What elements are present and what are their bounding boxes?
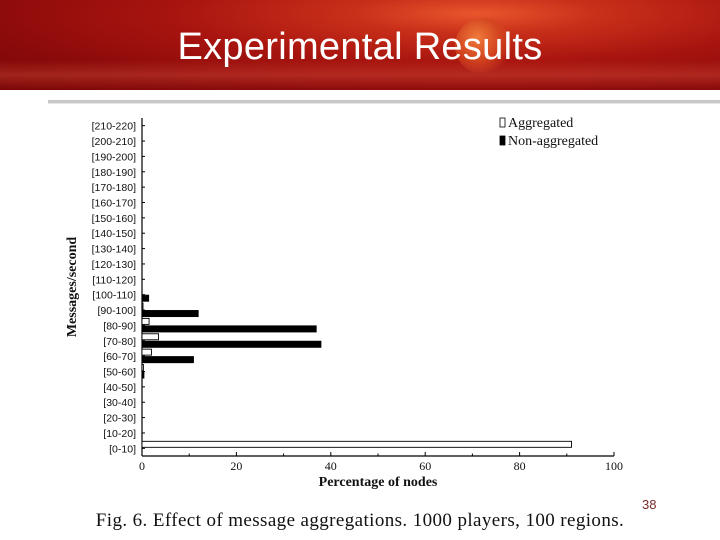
x-tick-label: 20 bbox=[230, 459, 242, 473]
legend-label-aggregated: Aggregated bbox=[508, 116, 573, 131]
bar-non-aggregated bbox=[142, 325, 317, 333]
y-tick-label: [120-130] bbox=[92, 259, 136, 271]
y-axis-label: Messages/second bbox=[65, 237, 80, 338]
slide-header: Experimental Results bbox=[0, 0, 720, 90]
y-tick-label: [100-110] bbox=[92, 290, 136, 302]
header-streak-decoration bbox=[0, 60, 720, 90]
y-tick-label: [70-80] bbox=[103, 336, 136, 348]
y-tick-label: [210-220] bbox=[92, 121, 136, 133]
bar-non-aggregated bbox=[142, 356, 194, 364]
bar-non-aggregated bbox=[142, 310, 199, 318]
y-tick-label: [190-200] bbox=[92, 151, 136, 163]
header-divider bbox=[48, 100, 720, 103]
bar-aggregated bbox=[141, 302, 144, 310]
y-tick-label: [60-70] bbox=[103, 351, 136, 363]
header-divider-shadow bbox=[48, 103, 720, 104]
header-orb-decoration bbox=[455, 18, 511, 74]
y-tick-label: [110-120] bbox=[92, 274, 136, 286]
y-tick-label: [10-20] bbox=[103, 428, 136, 440]
legend-swatch-non-aggregated bbox=[499, 135, 506, 146]
y-tick-label: [140-150] bbox=[92, 228, 136, 240]
x-tick-label: 100 bbox=[605, 459, 623, 473]
bar-aggregated bbox=[141, 364, 144, 371]
x-tick-label: 60 bbox=[419, 459, 431, 473]
bar-non-aggregated bbox=[142, 340, 322, 348]
legend-swatch-aggregated bbox=[499, 117, 506, 128]
slide-title: Experimental Results bbox=[177, 26, 543, 68]
y-tick-label: [20-30] bbox=[103, 413, 136, 425]
y-tick-label: [80-90] bbox=[103, 320, 136, 332]
bar-non-aggregated bbox=[142, 371, 145, 379]
x-tick-label: 80 bbox=[514, 459, 526, 473]
x-axis-label: Percentage of nodes bbox=[319, 475, 438, 490]
y-tick-label: [170-180] bbox=[92, 182, 136, 194]
y-tick-label: [200-210] bbox=[92, 136, 136, 148]
bar-non-aggregated bbox=[142, 294, 150, 302]
y-tick-label: [160-170] bbox=[92, 198, 136, 210]
y-tick-label: [180-190] bbox=[92, 167, 136, 179]
figure-caption: Fig. 6. Effect of message aggregations. … bbox=[95, 510, 625, 531]
y-tick-label: [50-60] bbox=[103, 367, 136, 379]
bar-aggregated bbox=[141, 440, 572, 448]
x-tick-label: 0 bbox=[139, 459, 145, 473]
bar-aggregated bbox=[141, 333, 159, 341]
bar-aggregated bbox=[141, 348, 152, 356]
y-tick-label: [30-40] bbox=[103, 397, 136, 409]
y-tick-label: [90-100] bbox=[97, 305, 136, 317]
legend-label-non-aggregated: Non-aggregated bbox=[508, 134, 598, 149]
x-tick-label: 40 bbox=[325, 459, 337, 473]
page-number: 38 bbox=[642, 497, 657, 512]
bar-aggregated bbox=[141, 317, 150, 325]
y-tick-label: [40-50] bbox=[103, 382, 136, 394]
y-tick-label: [0-10] bbox=[109, 443, 136, 455]
y-tick-label: [150-160] bbox=[92, 213, 136, 225]
y-tick-label: [130-140] bbox=[92, 244, 136, 256]
